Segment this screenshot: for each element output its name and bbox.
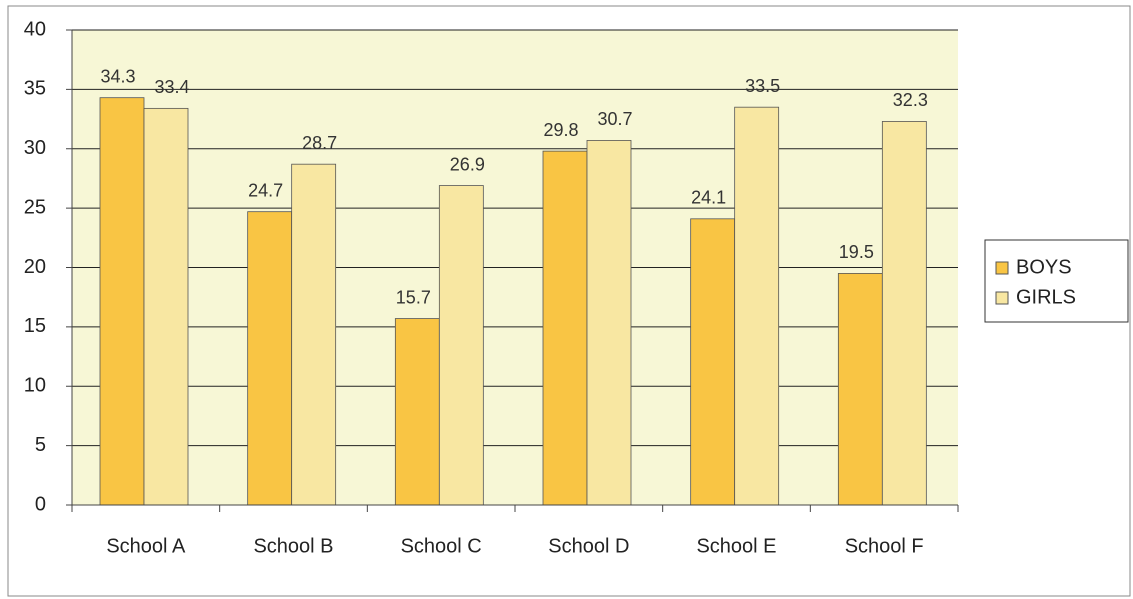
data-label: 24.1 — [691, 188, 726, 208]
data-label: 19.5 — [839, 242, 874, 262]
bar — [586, 140, 632, 506]
y-tick-label: 5 — [35, 434, 46, 456]
bar — [143, 107, 189, 506]
legend-swatch — [995, 291, 1009, 305]
x-tick-label: School E — [696, 535, 776, 557]
y-tick-label: 15 — [24, 315, 46, 337]
bar — [99, 97, 145, 506]
y-tick-label: 0 — [35, 493, 46, 515]
bar — [438, 185, 484, 506]
data-label: 28.7 — [302, 133, 337, 153]
x-tick-label: School C — [401, 535, 482, 557]
y-tick-label: 25 — [24, 196, 46, 218]
legend-box — [984, 239, 1129, 323]
data-label: 33.5 — [745, 76, 780, 96]
bar — [690, 218, 736, 506]
y-tick-label: 35 — [24, 78, 46, 100]
legend-label: BOYS — [1016, 256, 1072, 278]
data-label: 15.7 — [396, 287, 431, 307]
data-label: 32.3 — [893, 90, 928, 110]
bar — [542, 150, 588, 506]
legend-label: GIRLS — [1016, 286, 1076, 308]
x-tick-label: School F — [845, 535, 924, 557]
legend-swatch — [995, 261, 1009, 275]
bar — [734, 106, 780, 506]
y-tick-label: 30 — [24, 137, 46, 159]
data-label: 29.8 — [543, 120, 578, 140]
data-label: 34.3 — [100, 66, 135, 86]
data-label: 24.7 — [248, 180, 283, 200]
bar — [394, 318, 440, 506]
x-tick-label: School B — [253, 535, 333, 557]
y-tick-label: 10 — [24, 375, 46, 397]
bar — [837, 273, 883, 506]
bar — [881, 121, 927, 506]
x-tick-label: School A — [106, 535, 186, 557]
bar — [291, 163, 337, 506]
data-label: 33.4 — [154, 77, 189, 97]
data-label: 30.7 — [597, 109, 632, 129]
y-tick-label: 40 — [24, 18, 46, 40]
data-label: 26.9 — [450, 154, 485, 174]
x-tick-label: School D — [548, 535, 629, 557]
bar — [247, 211, 293, 506]
y-tick-label: 20 — [24, 256, 46, 278]
